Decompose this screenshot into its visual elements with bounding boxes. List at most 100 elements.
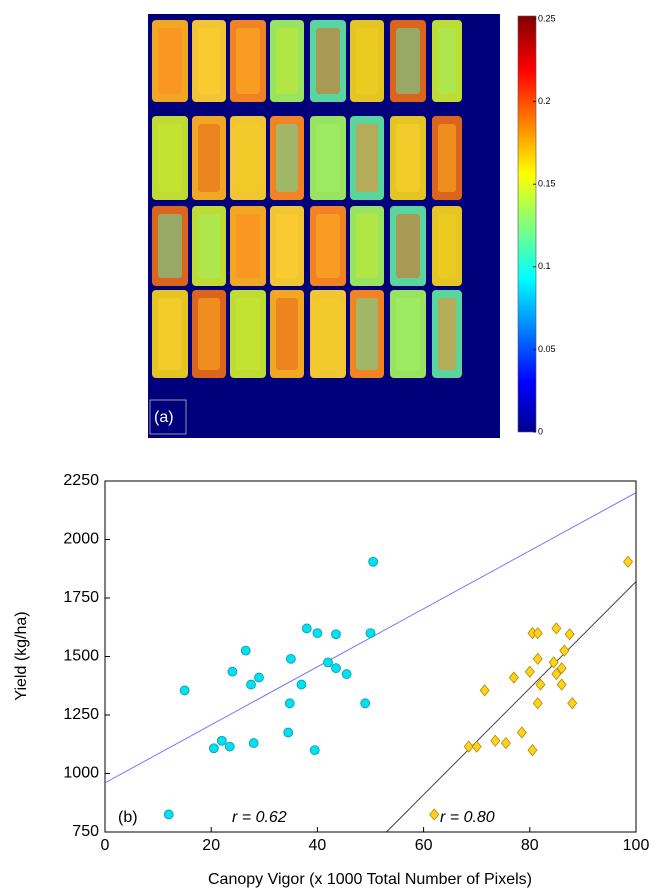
point bbox=[208, 743, 219, 754]
point bbox=[254, 672, 264, 683]
point bbox=[479, 684, 490, 697]
plot-tile-core bbox=[198, 124, 220, 192]
point bbox=[524, 665, 535, 678]
y-tick-label: 1500 bbox=[63, 648, 99, 665]
point bbox=[248, 738, 259, 748]
plot-tile-core bbox=[276, 214, 298, 278]
point bbox=[623, 555, 634, 568]
plot-tile-core bbox=[396, 124, 420, 192]
colorbar bbox=[517, 15, 537, 433]
plot-tile-core bbox=[438, 28, 456, 94]
plot-tile-core bbox=[158, 28, 182, 94]
y-tick-label: 1000 bbox=[63, 765, 99, 782]
annotation: (b) bbox=[118, 809, 138, 826]
x-tick-label: 20 bbox=[202, 837, 220, 854]
point bbox=[532, 652, 543, 665]
point bbox=[360, 698, 371, 709]
point bbox=[463, 740, 474, 753]
plot-tile-core bbox=[158, 124, 182, 192]
point bbox=[163, 809, 174, 820]
y-tick-label: 750 bbox=[72, 823, 99, 840]
point bbox=[368, 556, 379, 567]
plot-tile-core bbox=[438, 298, 456, 370]
x-tick-label: 40 bbox=[309, 837, 327, 854]
plot-tile-core bbox=[438, 214, 456, 278]
point bbox=[532, 626, 543, 640]
point bbox=[227, 666, 238, 677]
plot-tile-core bbox=[396, 298, 420, 370]
point bbox=[527, 743, 538, 757]
point bbox=[535, 678, 546, 691]
point bbox=[559, 644, 570, 657]
y-axis-title: Yield (kg/ha) bbox=[13, 611, 30, 700]
plot-tile-core bbox=[316, 298, 340, 370]
plot-tiles bbox=[152, 20, 462, 378]
colorbar-tick-label: 0 bbox=[538, 426, 543, 436]
point bbox=[500, 736, 511, 750]
y-tick-label: 1250 bbox=[63, 706, 99, 723]
point bbox=[301, 623, 312, 634]
colorbar-tick-label: 0.2 bbox=[538, 96, 551, 106]
colorbar-tick-label: 0.25 bbox=[538, 13, 556, 23]
point bbox=[471, 740, 482, 753]
point bbox=[312, 628, 323, 638]
point bbox=[508, 671, 519, 684]
colorbar-tick-label: 0.05 bbox=[538, 344, 556, 354]
plot-tile-core bbox=[236, 298, 260, 370]
point bbox=[283, 727, 294, 738]
plot-tile-core bbox=[276, 124, 298, 192]
plot-frame bbox=[104, 480, 637, 833]
point bbox=[285, 653, 296, 664]
plot-tile-core bbox=[198, 298, 220, 370]
plot-tile-core bbox=[276, 28, 298, 94]
point bbox=[216, 735, 227, 746]
panel-label: (a) bbox=[154, 409, 174, 426]
plot-tile-core bbox=[316, 124, 340, 192]
plot-tile-core bbox=[316, 28, 340, 94]
point bbox=[564, 628, 575, 641]
point bbox=[240, 645, 251, 656]
point bbox=[532, 697, 543, 710]
y-tick-label: 2000 bbox=[63, 531, 99, 548]
plot-tile-core bbox=[356, 298, 378, 370]
point bbox=[516, 726, 527, 739]
x-tick-label: 0 bbox=[101, 837, 110, 854]
plot-tile-core bbox=[316, 214, 340, 278]
point bbox=[556, 678, 567, 691]
plot-tile-core bbox=[356, 28, 378, 94]
y-tick-label: 2250 bbox=[63, 472, 99, 489]
plot-tile-core bbox=[396, 214, 420, 278]
plot-tile-core bbox=[158, 298, 182, 370]
plot-tile-core bbox=[438, 124, 456, 192]
plot-tile-core bbox=[356, 214, 378, 278]
plot-tile-core bbox=[158, 214, 182, 278]
point bbox=[284, 698, 295, 709]
plot-tile-core bbox=[356, 124, 378, 192]
point bbox=[331, 629, 341, 640]
plot-tile-core bbox=[198, 28, 220, 94]
plot-tile-core bbox=[236, 28, 260, 94]
x-tick-label: 60 bbox=[415, 837, 433, 854]
point bbox=[551, 667, 562, 681]
point bbox=[246, 679, 256, 690]
colorbar-tick-label: 0.1 bbox=[538, 261, 551, 271]
point bbox=[490, 734, 501, 747]
x-tick-label: 80 bbox=[521, 837, 539, 854]
plot-tile-core bbox=[236, 124, 260, 192]
point bbox=[429, 808, 440, 821]
y-tick-label: 1750 bbox=[63, 589, 99, 606]
point bbox=[224, 741, 235, 752]
x-tick-label: 100 bbox=[623, 837, 650, 854]
point bbox=[296, 679, 307, 690]
point bbox=[567, 697, 578, 710]
point bbox=[309, 745, 320, 755]
annotation: r = 0.62 bbox=[232, 809, 287, 826]
plot-tile-core bbox=[198, 214, 220, 278]
point bbox=[179, 685, 190, 696]
point bbox=[331, 663, 341, 674]
plot-tile-core bbox=[276, 298, 298, 370]
trend-line bbox=[386, 581, 636, 832]
plot-tile-core bbox=[396, 28, 420, 94]
